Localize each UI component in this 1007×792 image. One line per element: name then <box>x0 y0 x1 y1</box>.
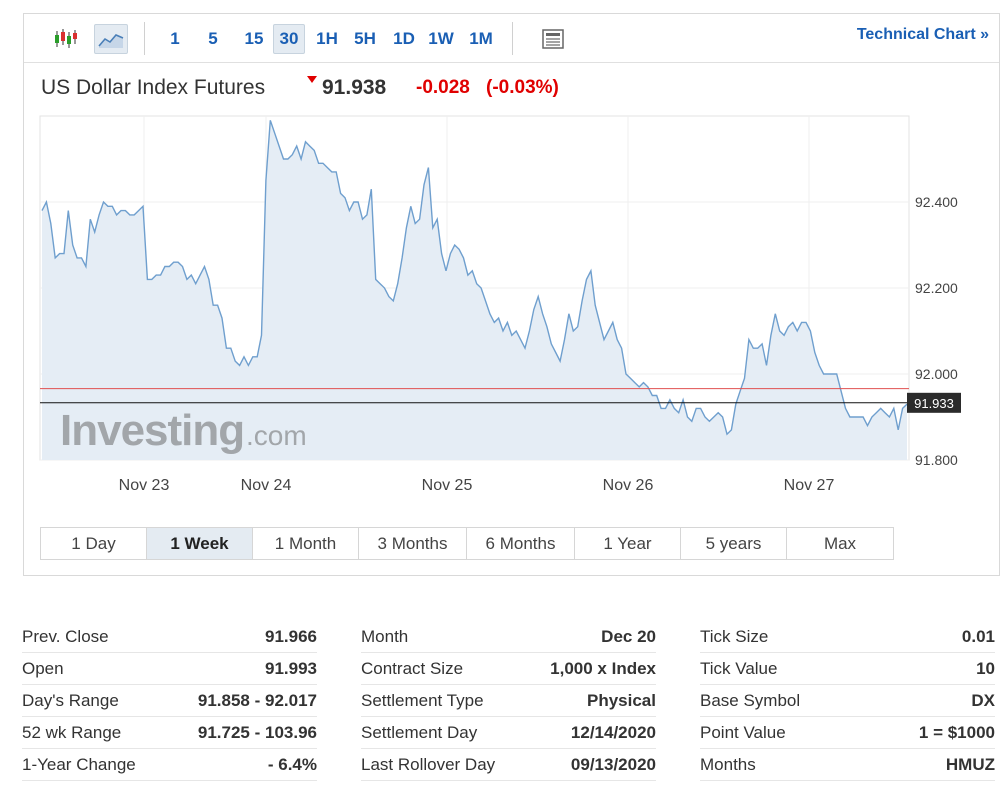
stat-row: Month Dec 20 <box>361 621 656 653</box>
chart-area: 91.933 92.400 92.200 92.000 91.800 Nov 23 Nov … <box>24 62 999 576</box>
interval-button-15[interactable]: 15 <box>244 29 264 48</box>
stat-row: Contract Size 1,000 x Index <box>361 653 656 685</box>
stat-label: Settlement Day <box>361 723 478 742</box>
stat-value: Dec 20 <box>601 627 656 646</box>
stat-value: 91.993 <box>265 659 317 678</box>
stat-label: Last Rollover Day <box>361 755 496 774</box>
stat-label: Months <box>700 755 756 774</box>
interval-button-1d[interactable]: 1D <box>393 29 415 48</box>
candlestick-chart-icon[interactable] <box>50 24 80 54</box>
chart-widget: 1 5 15 30 1H 5H 1D 1W 1M Technical Chart » 91.93… <box>23 13 1000 576</box>
price-change-percent: (-0.03%) <box>486 77 559 98</box>
stat-row: 52 wk Range 91.725 - 103.96 <box>22 717 317 749</box>
price-chart[interactable]: 91.933 92.400 92.200 92.000 91.800 Nov 23 Nov … <box>24 63 999 576</box>
interval-button-30[interactable]: 30 <box>273 24 305 54</box>
stat-label: Tick Value <box>700 659 778 678</box>
stat-label: Settlement Type <box>361 691 484 710</box>
range-tab-1-month[interactable]: 1 Month <box>253 528 359 559</box>
stat-label: Contract Size <box>361 659 464 678</box>
y-tick-label: 92.000 <box>915 366 958 382</box>
y-tick-label: 92.200 <box>915 280 958 296</box>
stats-column-3: Tick Size 0.01 Tick Value 10 Base Symbol DX Po… <box>700 621 995 781</box>
range-tab-5-years[interactable]: 5 years <box>681 528 787 559</box>
series-line <box>41 120 908 436</box>
area-chart-icon[interactable] <box>94 24 128 54</box>
last-price: 91.938 <box>322 76 387 99</box>
stat-value: - 6.4% <box>267 755 317 774</box>
down-arrow-icon <box>307 76 317 83</box>
interval-button-1[interactable]: 1 <box>170 29 180 48</box>
stat-label: Day's Range <box>22 691 119 710</box>
stat-row: 1-Year Change - 6.4% <box>22 749 317 781</box>
range-tab-1-week[interactable]: 1 Week <box>147 528 253 559</box>
range-tab-1-day[interactable]: 1 Day <box>41 528 147 559</box>
stat-value: 0.01 <box>961 627 995 646</box>
price-change: -0.028 <box>416 77 470 98</box>
stat-label: Tick Size <box>700 627 769 646</box>
stat-label: Prev. Close <box>22 627 109 646</box>
stat-row: Point Value 1 = $1000 <box>700 717 995 749</box>
range-tab-6-months[interactable]: 6 Months <box>467 528 575 559</box>
stat-value: 1 = $1000 <box>918 723 995 742</box>
y-tick-label: 91.800 <box>915 452 958 468</box>
stat-label: Point Value <box>700 723 786 742</box>
interval-button-5h[interactable]: 5H <box>354 29 376 48</box>
time-range-tabs: 1 Day 1 Week 1 Month 3 Months 6 Months 1 Year… <box>40 527 894 560</box>
x-tick-label: Nov 25 <box>422 477 473 494</box>
interval-button-5[interactable]: 5 <box>208 29 218 48</box>
stat-value: 91.725 - 103.96 <box>197 723 317 742</box>
current-value-label: 91.933 <box>914 396 954 411</box>
instrument-name: US Dollar Index Futures <box>41 76 266 99</box>
toolbar-divider <box>512 22 513 55</box>
stat-value: 91.858 - 92.017 <box>197 691 317 710</box>
stat-value: DX <box>971 691 995 710</box>
stat-row: Settlement Type Physical <box>361 685 656 717</box>
stat-row: Base Symbol DX <box>700 685 995 717</box>
news-overlay-icon[interactable] <box>538 24 568 54</box>
range-tab-max[interactable]: Max <box>823 534 857 553</box>
stat-row: Months HMUZ <box>700 749 995 781</box>
stat-value: 91.966 <box>265 627 317 646</box>
y-tick-label: 92.400 <box>915 194 958 210</box>
watermark-brand: Investing <box>60 406 244 455</box>
interval-button-1w[interactable]: 1W <box>428 29 454 48</box>
series-area <box>42 120 907 461</box>
toolbar-divider <box>144 22 145 55</box>
stat-row: Day's Range 91.858 - 92.017 <box>22 685 317 717</box>
stat-value: 10 <box>976 659 995 678</box>
stat-label: Open <box>22 659 64 678</box>
stat-label: 52 wk Range <box>22 723 122 742</box>
chart-toolbar: 1 5 15 30 1H 5H 1D 1W 1M Technical Chart » <box>24 14 999 62</box>
stat-label: Month <box>361 627 409 646</box>
stat-row: Open 91.993 <box>22 653 317 685</box>
stats-column-1: Prev. Close 91.966 Open 91.993 Day's Range 91… <box>22 621 317 781</box>
interval-button-1m[interactable]: 1M <box>469 29 493 48</box>
stat-label: Base Symbol <box>700 691 801 710</box>
x-tick-label: Nov 23 <box>119 477 170 494</box>
stat-row: Settlement Day 12/14/2020 <box>361 717 656 749</box>
stat-row: Last Rollover Day 09/13/2020 <box>361 749 656 781</box>
stat-value: 1,000 x Index <box>550 659 656 678</box>
stat-row: Tick Value 10 <box>700 653 995 685</box>
stat-row: Tick Size 0.01 <box>700 621 995 653</box>
x-tick-label: Nov 26 <box>603 477 654 494</box>
stat-row: Prev. Close 91.966 <box>22 621 317 653</box>
interval-button-1h[interactable]: 1H <box>316 29 338 48</box>
stat-value: Physical <box>587 691 656 710</box>
watermark-suffix: .com <box>246 420 307 451</box>
x-tick-label: Nov 24 <box>241 477 292 494</box>
technical-chart-link[interactable]: Technical Chart » <box>856 26 989 43</box>
stat-value: HMUZ <box>945 755 995 774</box>
range-tab-1-year[interactable]: 1 Year <box>575 528 681 559</box>
current-value-tag <box>907 392 961 413</box>
stats-column-2: Month Dec 20 Contract Size 1,000 x Index Set… <box>361 621 656 781</box>
stat-value: 09/13/2020 <box>570 755 656 774</box>
stat-value: 12/14/2020 <box>570 723 656 742</box>
range-tab-3-months[interactable]: 3 Months <box>359 528 467 559</box>
stat-label: 1-Year Change <box>22 755 136 774</box>
x-tick-label: Nov 27 <box>784 477 835 494</box>
